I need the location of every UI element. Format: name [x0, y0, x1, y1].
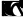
Text: $H_{irr}$: $H_{irr}$: [16, 0, 23, 16]
Text: $T_c$: $T_c$: [10, 0, 23, 17]
